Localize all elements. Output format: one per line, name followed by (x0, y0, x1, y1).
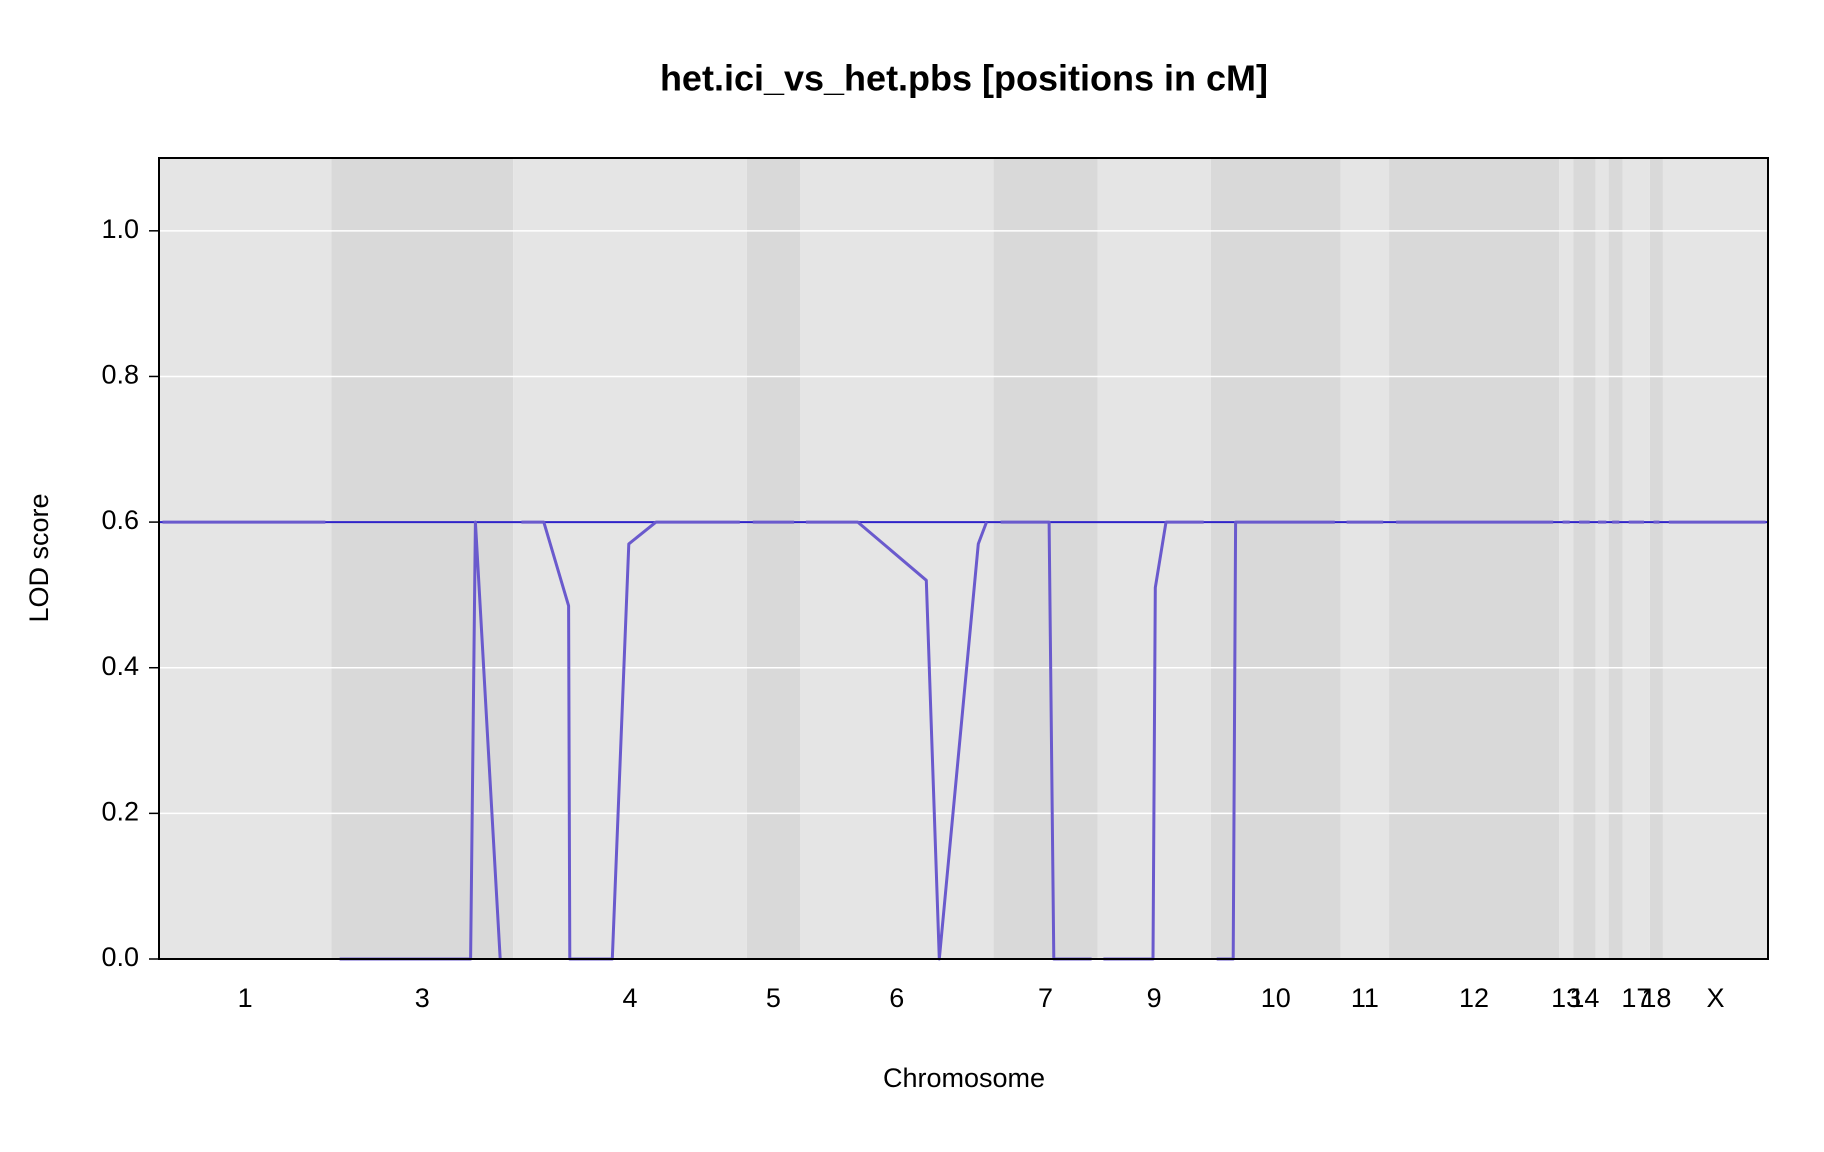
x-tick-label: 18 (1641, 983, 1671, 1013)
x-tick-label: 3 (415, 983, 430, 1013)
chromosome-band (1649, 158, 1663, 959)
chromosome-band (1595, 158, 1609, 959)
y-tick-label: 0.4 (101, 651, 139, 681)
x-tick-label: 13 (1551, 983, 1581, 1013)
y-tick-label: 1.0 (101, 214, 139, 244)
chromosome-band (1608, 158, 1623, 959)
x-tick-label: 10 (1261, 983, 1291, 1013)
x-tick-label: 7 (1038, 983, 1053, 1013)
chromosome-band (331, 158, 514, 959)
y-tick-label: 0.2 (101, 796, 139, 826)
chromosome-band (159, 158, 332, 959)
chromosome-band (800, 158, 994, 959)
x-tick-label: 12 (1459, 983, 1489, 1013)
x-tick-label: 17 (1621, 983, 1651, 1013)
chromosome-band (1340, 158, 1390, 959)
chromosome-band (1622, 158, 1650, 959)
x-tick-label: 1 (238, 983, 253, 1013)
y-tick-label: 0.6 (101, 505, 139, 535)
plot-frame (158, 157, 1769, 960)
x-axis-label: Chromosome (883, 1063, 1045, 1093)
chart-title: het.ici_vs_het.pbs [positions in cM] (660, 58, 1268, 99)
chromosome-band (1559, 158, 1574, 959)
chromosome-band (993, 158, 1098, 959)
lod-curve (805, 520, 988, 961)
x-tick-label: 14 (1569, 983, 1599, 1013)
y-axis-label: LOD score (24, 493, 54, 622)
x-tick-label: X (1706, 983, 1724, 1013)
chromosome-band (1662, 158, 1768, 959)
y-tick-label: 0.0 (101, 942, 139, 972)
x-tick-label: 6 (889, 983, 904, 1013)
y-tick-label: 0.8 (101, 360, 139, 390)
chromosome-band (513, 158, 747, 959)
chromosome-band (1573, 158, 1596, 959)
x-tick-label: 5 (766, 983, 781, 1013)
x-tick-label: 4 (622, 983, 637, 1013)
chromosome-band (746, 158, 801, 959)
chromosome-band (1210, 158, 1341, 959)
x-tick-label: 11 (1351, 983, 1379, 1013)
chromosome-band (1389, 158, 1560, 959)
x-tick-label: 9 (1147, 983, 1162, 1013)
